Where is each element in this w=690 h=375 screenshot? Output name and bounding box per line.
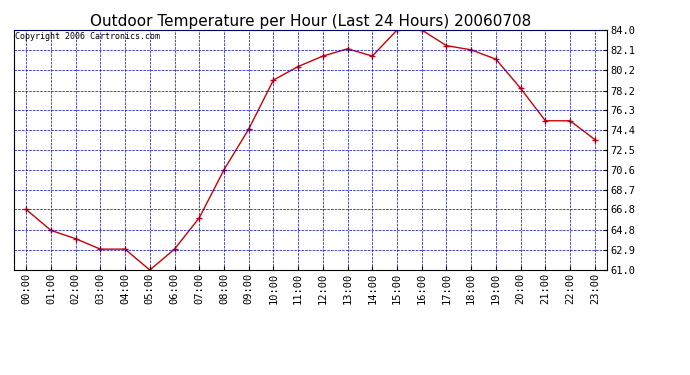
Text: Copyright 2006 Cartronics.com: Copyright 2006 Cartronics.com: [15, 32, 160, 41]
Title: Outdoor Temperature per Hour (Last 24 Hours) 20060708: Outdoor Temperature per Hour (Last 24 Ho…: [90, 14, 531, 29]
